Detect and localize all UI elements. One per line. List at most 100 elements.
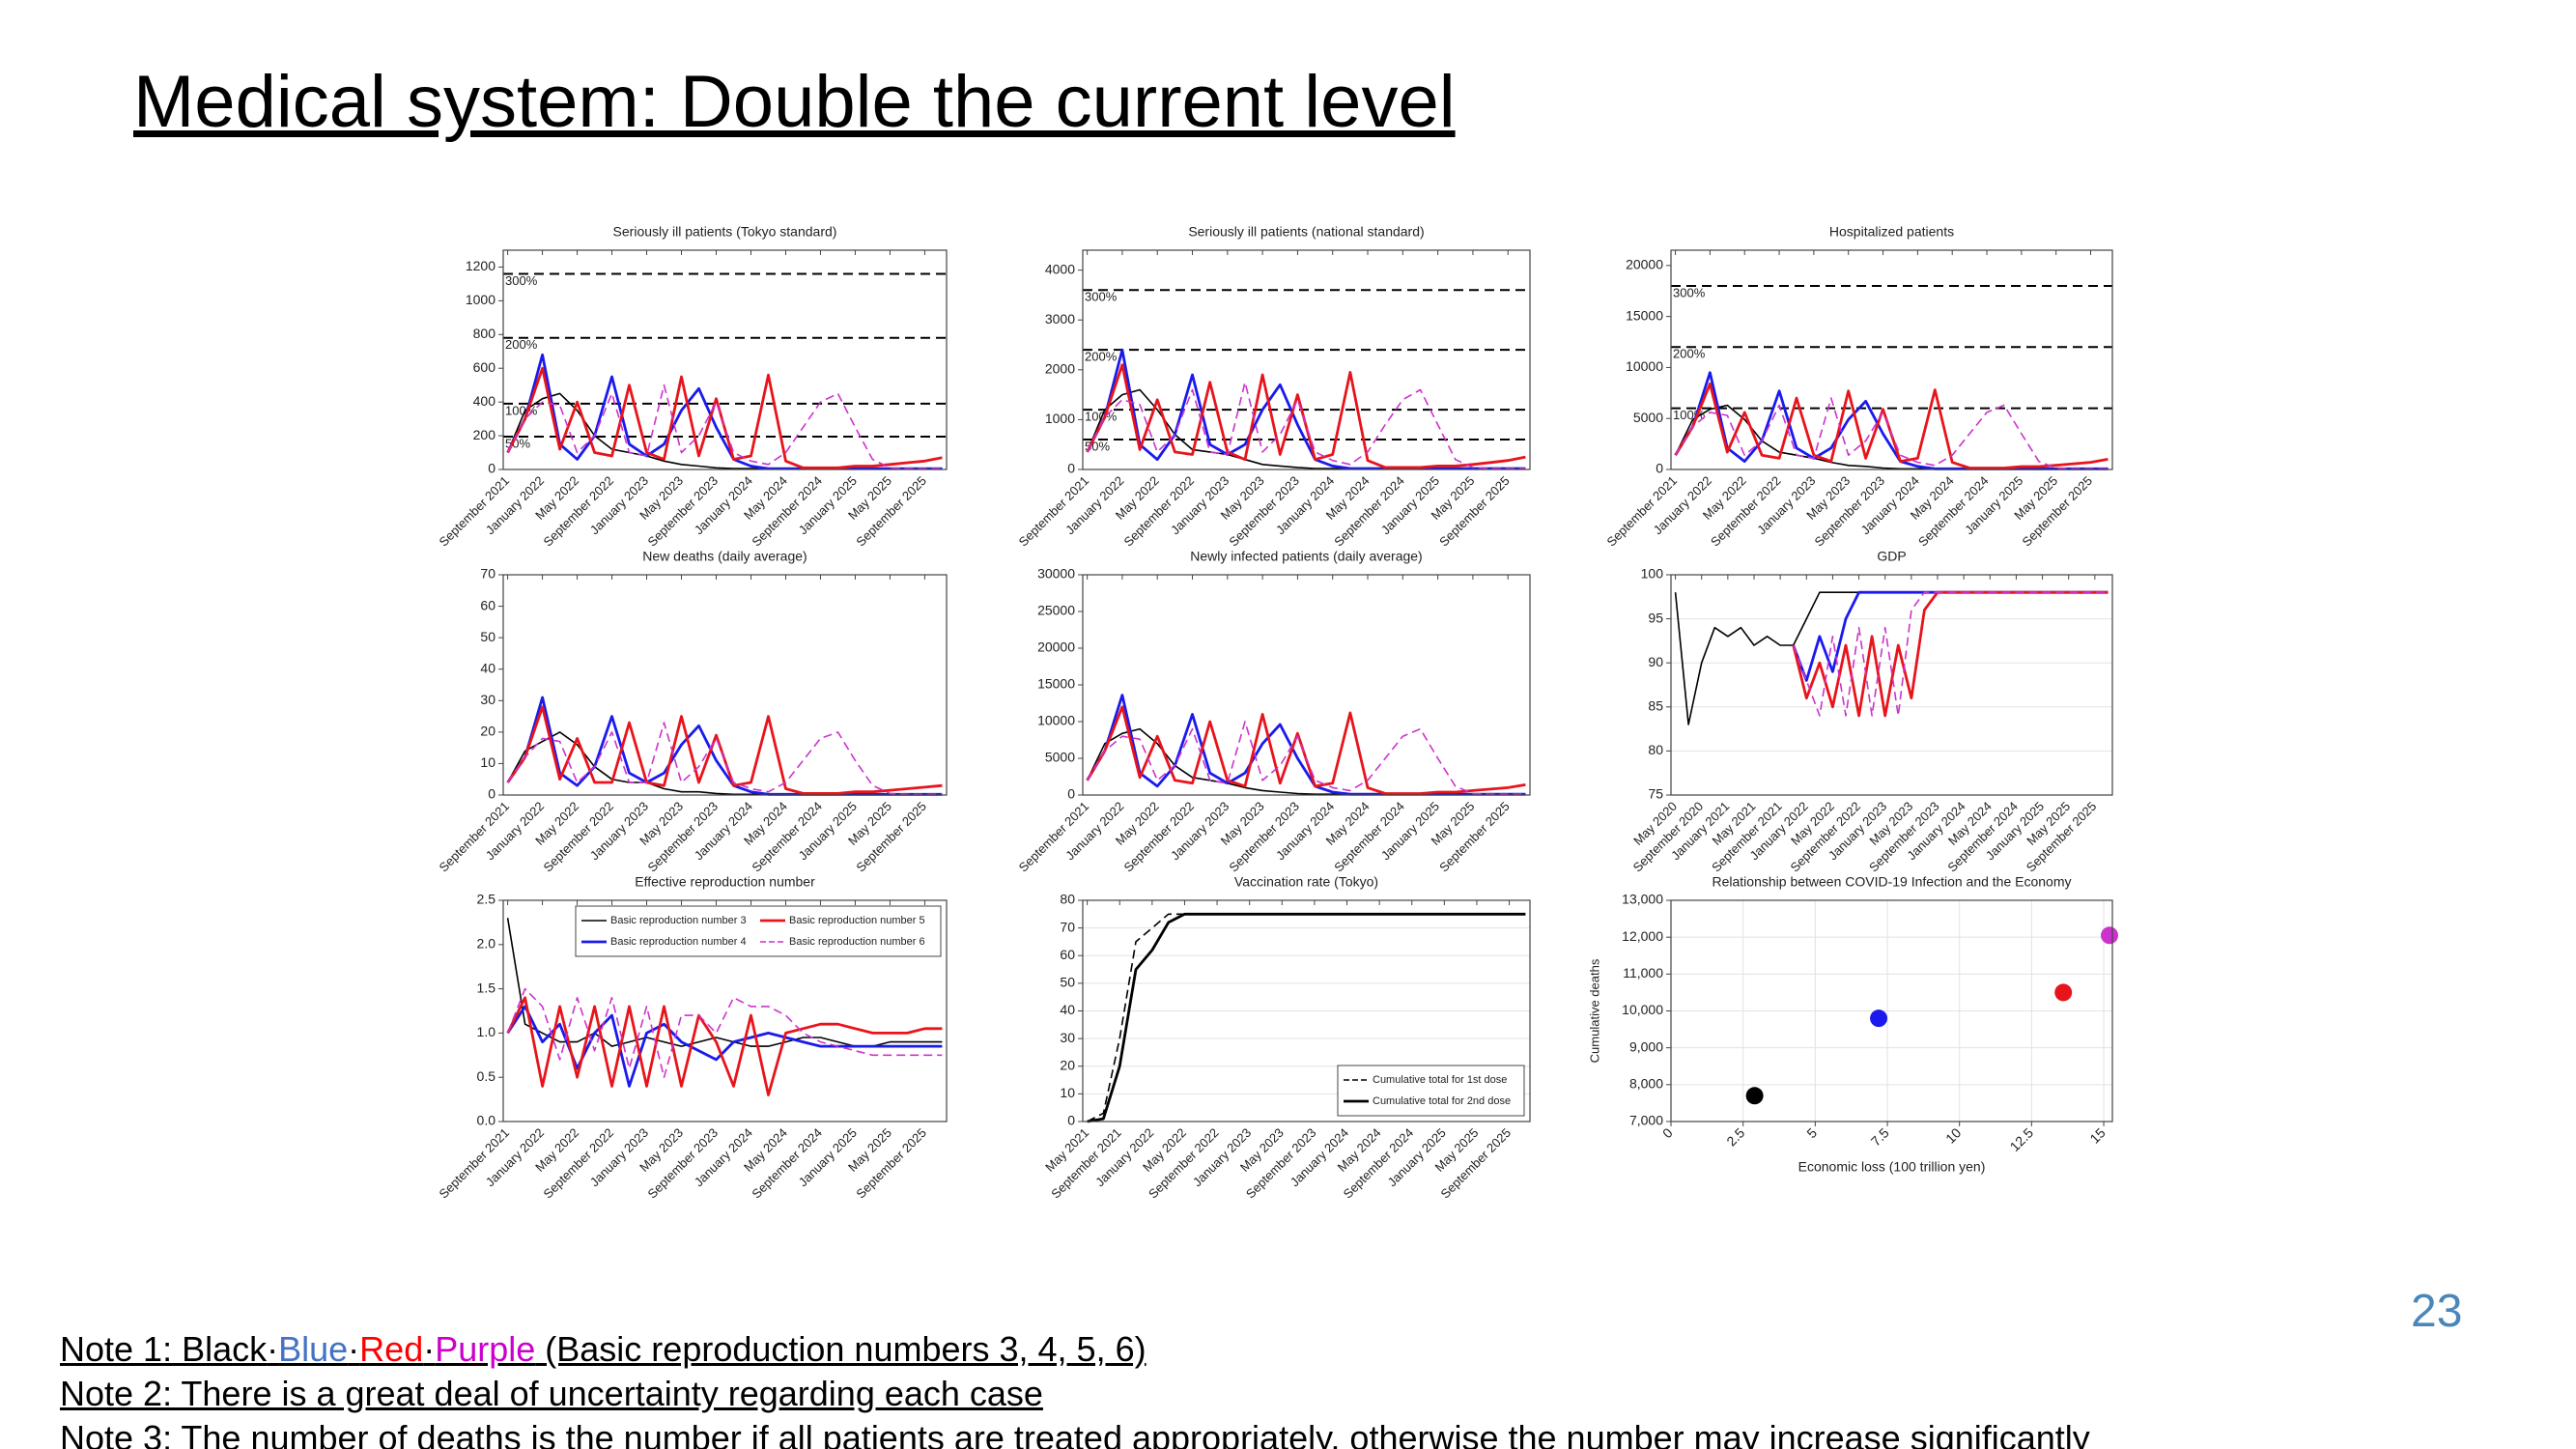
y-tick-label: 10000	[1626, 358, 1663, 374]
series-line	[506, 705, 943, 795]
y-tick-label: 600	[473, 359, 496, 375]
x-tick-label: 12.5	[2007, 1124, 2037, 1154]
series-line	[506, 722, 943, 796]
y-tick-label: 20	[1060, 1057, 1075, 1072]
x-tick-label: 7.5	[1868, 1124, 1892, 1149]
y-tick-label: 13,000	[1622, 892, 1663, 907]
y-tick-label: 15000	[1037, 676, 1075, 692]
y-tick-label: 0	[488, 786, 495, 802]
y-tick-label: 10	[1060, 1085, 1075, 1100]
y-tick-label: 1000	[1045, 411, 1075, 426]
x-tick-label: 0	[1659, 1124, 1676, 1141]
y-tick-label: 50	[1060, 975, 1075, 990]
y-tick-label: 20000	[1626, 257, 1663, 272]
y-tick-label: 0	[1067, 786, 1075, 802]
series-line	[1792, 590, 2109, 718]
y-tick-label: 2.5	[477, 892, 496, 907]
y-tick-label: 400	[473, 393, 496, 409]
note-text: Purple	[435, 1329, 536, 1369]
chart: New deaths (daily average) 0 10 20 30 40 50 60 7…	[437, 549, 948, 875]
note: Note 2: There is a great deal of uncerta…	[60, 1374, 1043, 1414]
y-tick-label: 4000	[1045, 261, 1075, 276]
series-line	[1674, 382, 2109, 469]
legend-label: Cumulative total for 1st dose	[1373, 1074, 1507, 1086]
y-tick-label: 100	[1641, 566, 1664, 582]
series-line	[506, 353, 943, 470]
legend-label: Basic reproduction number 4	[610, 936, 747, 948]
y-tick-label: 2000	[1045, 361, 1075, 377]
charts: Seriously ill patients (Tokyo standard) 0…	[437, 224, 2119, 1202]
y-tick-label: 0.5	[477, 1068, 496, 1084]
legend-label: Cumulative total for 2nd dose	[1373, 1095, 1511, 1107]
note-text: Note 3: The number of deaths is the numb…	[60, 1418, 2090, 1449]
page-number: 23	[2411, 1286, 2463, 1337]
y-tick-label: 1000	[466, 292, 495, 307]
note-text: ·	[423, 1329, 436, 1369]
chart-title: Hospitalized patients	[1829, 224, 1954, 240]
y-tick-label: 0	[1067, 461, 1075, 476]
y-tick-label: 8,000	[1629, 1076, 1663, 1092]
plot-frame	[1670, 899, 2113, 1122]
plot-frame	[502, 574, 948, 796]
plot-frame	[502, 249, 948, 470]
series-line	[1674, 397, 2109, 470]
series-line	[1086, 705, 1526, 795]
chart-title: Effective reproduction number	[635, 874, 815, 890]
note-text: ·	[348, 1329, 360, 1369]
scatter-point	[1870, 1009, 1888, 1028]
y-tick-label: 3000	[1045, 311, 1075, 327]
reference-label: 100%	[1085, 410, 1118, 424]
y-tick-label: 90	[1648, 654, 1663, 669]
note-text: Note 1: Black	[60, 1329, 268, 1369]
slide-title: Medical system: Double the current level	[133, 61, 1456, 143]
note: Note 1: Black·Blue·Red·Purple (Basic rep…	[60, 1329, 1146, 1370]
y-tick-label: 800	[473, 326, 496, 341]
y-tick-label: 0	[1067, 1113, 1075, 1128]
y-tick-label: 5000	[1045, 750, 1075, 765]
y-tick-label: 1.5	[477, 980, 496, 995]
scatter-point	[2101, 926, 2119, 945]
series-line	[1674, 591, 2109, 725]
y-tick-label: 20000	[1037, 639, 1075, 655]
series-line	[1086, 381, 1526, 469]
x-tick-label: 2.5	[1723, 1124, 1747, 1149]
y-tick-label: 85	[1648, 698, 1663, 714]
y-tick-label: 5000	[1633, 410, 1663, 425]
y-tick-label: 2.0	[477, 936, 496, 952]
y-tick-label: 10000	[1037, 713, 1075, 728]
y-tick-label: 9,000	[1629, 1038, 1663, 1054]
y-tick-label: 20	[480, 724, 495, 739]
y-tick-label: 0	[1656, 461, 1663, 476]
chart: Seriously ill patients (national standar…	[1016, 224, 1531, 550]
chart-title: GDP	[1877, 549, 1906, 564]
series-line	[1792, 591, 2109, 717]
y-tick-label: 70	[480, 566, 495, 582]
series-line	[1087, 912, 1526, 1123]
legend-label: Basic reproduction number 5	[789, 915, 925, 926]
chart-title: Vaccination rate (Tokyo)	[1234, 874, 1378, 890]
chart-title: Newly infected patients (daily average)	[1190, 549, 1422, 564]
note-text: Red	[359, 1329, 424, 1369]
plot-frame	[1670, 574, 2113, 796]
y-tick-label: 60	[1060, 947, 1075, 962]
plot-frame	[1082, 574, 1531, 796]
scatter-point	[2054, 983, 2073, 1002]
legend-label: Basic reproduction number 6	[789, 936, 925, 948]
x-axis-label: Economic loss (100 trillion yen)	[1798, 1159, 1986, 1175]
reference-label: 200%	[505, 337, 538, 352]
x-tick-label: 10	[1942, 1124, 1964, 1146]
y-tick-label: 60	[480, 597, 495, 612]
y-tick-label: 80	[1648, 742, 1663, 757]
chart: Seriously ill patients (Tokyo standard) 0…	[437, 224, 948, 550]
y-tick-label: 10	[480, 754, 495, 770]
plot-frame	[1082, 249, 1531, 470]
y-tick-label: 11,000	[1623, 965, 1663, 980]
note: Note 3: The number of deaths is the numb…	[60, 1418, 2090, 1449]
reference-label: 300%	[1673, 285, 1706, 299]
y-tick-label: 0	[488, 461, 495, 476]
series-line	[1086, 363, 1526, 469]
note-text: Note 2: There is a great deal of uncerta…	[60, 1374, 1043, 1413]
chart: Hospitalized patients 0 5000 10000 15000 2000…	[1604, 224, 2113, 550]
y-tick-label: 10,000	[1622, 1002, 1663, 1017]
